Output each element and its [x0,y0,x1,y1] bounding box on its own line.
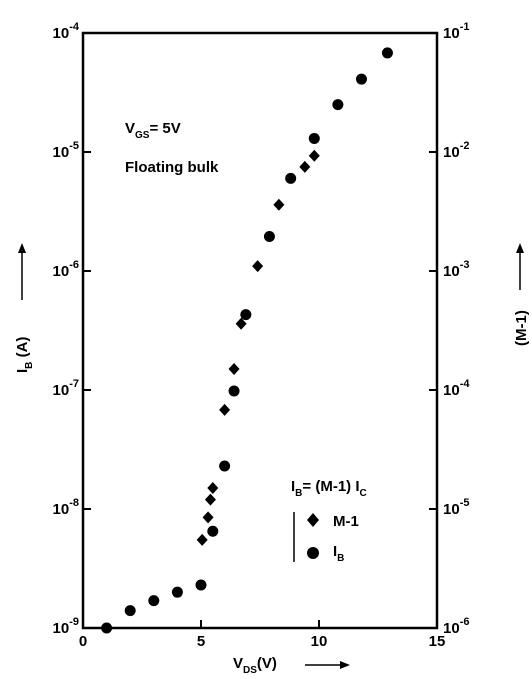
diamond-point [196,533,208,546]
circle-point [207,525,219,537]
x-axis-label: VDS(V) [233,655,350,676]
y-right-tick-label: 10-5 [443,497,469,518]
axis-ticks [82,32,438,629]
circle-point [240,309,252,321]
circle-point [381,47,393,59]
y-axis-left-title: IB (A) [14,337,35,373]
x-tick-label: 5 [197,633,205,650]
legend-label-ib: IB [333,543,344,564]
y-right-tick-label: 10-3 [443,259,469,280]
circle-point [228,385,240,397]
y-left-tick-label: 10-7 [53,378,79,399]
circle-point [285,172,297,184]
axis-tick-labels: 0 5 10 15 10-9 10-8 10-7 10-6 10-5 10-4 10-6 10-5 10… [53,21,471,650]
y-right-tick-label: 10-4 [443,378,470,399]
diamond-point [202,511,214,524]
legend-circle-marker [307,547,319,559]
circle-point [195,579,207,591]
diamond-point [204,493,216,506]
y-left-tick-label: 10-8 [53,497,79,518]
x-tick-label: 0 [79,633,87,650]
circle-point [263,230,275,242]
y-left-tick-label: 10-9 [53,616,79,637]
relation-annotation: IB= (M-1) IC [291,478,367,499]
diamond-point [308,149,320,162]
y-right-tick-label: 10-2 [443,140,469,161]
diamond-point [252,260,264,273]
y-right-tick-label: 10-6 [443,616,469,637]
diamond-point [228,363,240,376]
x-axis-arrowhead [340,661,350,669]
x-tick-label: 15 [429,633,446,650]
y-left-tick-label: 10-6 [53,259,79,280]
circle-point [101,622,113,634]
y-left-tick-label: 10-4 [53,21,80,42]
y-right-tick-label: 10-1 [443,21,469,42]
x-axis-title: VDS(V) [233,655,277,676]
diamond-point [235,317,247,330]
legend: M-1 IB [293,512,359,564]
circle-point [355,73,367,85]
plot-frame [81,31,439,630]
y-axis-right-title: (M-1) [513,310,530,346]
legend-label-m-1: M-1 [333,513,359,530]
circle-point [124,605,136,617]
diamond-point [207,482,219,495]
x-tick-label: 10 [311,633,328,650]
bulk-annotation: Floating bulk [125,159,219,176]
y-axis-right-arrowhead [516,243,524,253]
vgs-annotation: VGS= 5V [125,120,181,141]
diamond-point [273,198,285,211]
circle-point [219,460,231,472]
data-marks [101,47,393,634]
diamond-point [299,160,311,173]
circle-point [332,99,344,111]
diamond-point [219,403,231,416]
y-left-tick-label: 10-5 [53,140,79,161]
y-axis-left-label: IB (A) [14,243,35,373]
circle-point [308,132,320,144]
y-axis-left-arrowhead [18,243,26,253]
y-axis-right-label: (M-1) [513,243,530,346]
legend-diamond-marker [307,513,319,527]
circle-point [148,595,160,607]
circle-point [171,586,183,598]
